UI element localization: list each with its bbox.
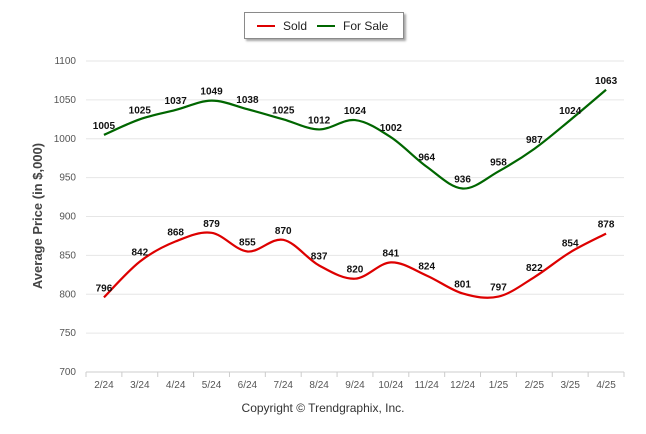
data-label-sold: 878 — [598, 220, 615, 231]
legend-label-sold: Sold — [283, 18, 308, 33]
x-tick-label: 2/24 — [94, 380, 114, 391]
data-label-sold: 854 — [562, 238, 579, 249]
data-label-sold: 837 — [311, 251, 328, 262]
x-tick-label: 6/24 — [238, 380, 258, 391]
data-labels: 796 842 868 879 855 870 837 820 841 824 801 797 822 8… — [93, 76, 618, 295]
legend-label-for-sale: For Sale — [343, 18, 389, 33]
y-axis: 700 750 800 850 900 950 1000 1050 1100 — [54, 56, 77, 378]
x-tick-label: 8/24 — [309, 380, 329, 391]
x-tick-label: 5/24 — [202, 380, 222, 391]
data-label-sold: 822 — [526, 263, 543, 274]
data-label-for-sale: 1012 — [308, 115, 331, 126]
data-label-for-sale: 1037 — [165, 96, 188, 107]
data-label-for-sale: 1005 — [93, 121, 116, 132]
legend: Sold For Sale — [244, 12, 404, 39]
x-tick-label: 4/25 — [596, 380, 616, 391]
data-label-for-sale: 1038 — [236, 95, 259, 106]
x-tick-label: 4/24 — [166, 380, 186, 391]
x-tick-label: 11/24 — [415, 380, 440, 391]
x-tick-label: 9/24 — [345, 380, 365, 391]
data-label-sold: 842 — [131, 248, 148, 259]
data-label-for-sale: 964 — [418, 153, 435, 164]
data-label-for-sale: 1049 — [200, 87, 223, 98]
data-label-for-sale: 1002 — [380, 123, 403, 134]
y-tick-label: 1000 — [54, 134, 77, 145]
x-tick-label: 3/25 — [560, 380, 580, 391]
gridlines — [86, 60, 624, 373]
data-label-for-sale: 958 — [490, 157, 507, 168]
data-label-sold: 797 — [490, 283, 507, 294]
y-tick-label: 750 — [59, 328, 76, 339]
y-tick-label: 1050 — [54, 95, 77, 106]
data-label-sold: 796 — [96, 283, 113, 294]
legend-swatch-sold — [257, 24, 275, 27]
y-tick-label: 700 — [59, 367, 76, 378]
data-label-for-sale: 936 — [454, 175, 471, 186]
x-tick-label: 3/24 — [130, 380, 150, 391]
x-tick-label: 12/24 — [450, 380, 475, 391]
y-tick-label: 950 — [59, 173, 76, 184]
data-label-sold: 824 — [418, 262, 435, 273]
data-label-for-sale: 1024 — [559, 106, 582, 117]
legend-item-for-sale[interactable]: For Sale — [317, 13, 388, 38]
y-tick-label: 800 — [59, 289, 76, 300]
data-label-sold: 868 — [167, 227, 184, 238]
data-label-sold: 879 — [203, 219, 220, 230]
series-line-sold — [103, 231, 607, 299]
data-label-sold: 841 — [383, 248, 400, 259]
x-tick-label: 7/24 — [274, 380, 294, 391]
data-label-sold: 801 — [454, 279, 471, 290]
series-line-for-sale — [103, 88, 607, 190]
data-label-for-sale: 1024 — [344, 106, 367, 117]
x-axis: 2/24 3/24 4/24 5/24 6/24 7/24 8/24 9/24 10/24 11/… — [85, 371, 625, 391]
data-label-sold: 855 — [239, 237, 256, 248]
legend-swatch-for-sale — [317, 24, 335, 27]
y-axis-title: Average Price (in $,000) — [30, 143, 45, 289]
series-lines — [103, 88, 607, 299]
data-label-sold: 820 — [347, 265, 364, 276]
data-label-for-sale: 1063 — [595, 76, 618, 87]
x-tick-label: 1/25 — [489, 380, 509, 391]
y-tick-label: 850 — [59, 250, 76, 261]
legend-item-sold[interactable]: Sold — [257, 13, 307, 38]
y-tick-label: 1100 — [54, 56, 76, 67]
copyright-text: Copyright © Trendgraphix, Inc. — [241, 401, 405, 415]
data-label-for-sale: 1025 — [272, 105, 295, 116]
x-tick-label: 2/25 — [525, 380, 545, 391]
data-label-sold: 870 — [275, 226, 292, 237]
x-tick-label: 10/24 — [378, 380, 403, 391]
y-tick-label: 900 — [59, 212, 76, 223]
data-label-for-sale: 987 — [526, 135, 543, 146]
data-label-for-sale: 1025 — [129, 105, 152, 116]
